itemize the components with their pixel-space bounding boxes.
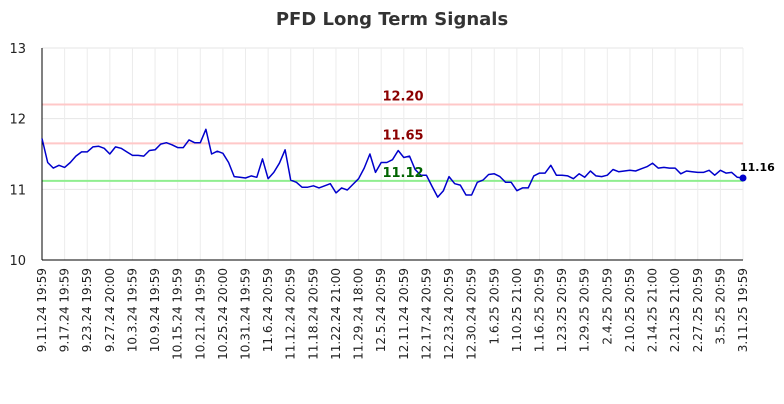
- chart-title: PFD Long Term Signals: [276, 9, 508, 30]
- x-tick-label: 12.11.24 20:59: [397, 268, 411, 360]
- x-tick-label: 9.11.24 19:59: [35, 268, 49, 352]
- x-tick-label: 11.18.24 20:59: [306, 268, 320, 360]
- x-tick-label: 9.27.24 20:00: [103, 268, 117, 352]
- x-tick-label: 10.31.24 19:59: [239, 268, 253, 360]
- x-tick-label: 1.6.25 20:59: [487, 268, 501, 345]
- y-tick-label: 11: [9, 183, 26, 198]
- signal-level-label: 11.65: [382, 128, 423, 143]
- x-tick-label: 2.27.25 20:59: [691, 268, 705, 352]
- x-tick-label: 3.11.25 19:59: [736, 268, 750, 352]
- last-value-marker: [739, 174, 747, 182]
- x-tick-label: 11.22.24 21:00: [329, 268, 343, 360]
- x-tick-label: 10.3.24 19:59: [125, 268, 139, 352]
- x-tick-label: 1.23.25 20:59: [555, 268, 569, 352]
- x-tick-label: 2.14.25 21:00: [646, 268, 660, 352]
- last-value-label: 11.16: [740, 161, 775, 174]
- x-tick-label: 10.15.24 19:59: [171, 268, 185, 360]
- x-tick-label: 12.23.24 20:59: [442, 268, 456, 360]
- x-tick-label: 1.29.25 20:59: [578, 268, 592, 352]
- x-tick-label: 11.6.24 20:59: [261, 268, 275, 352]
- price-series: [41, 128, 747, 198]
- labels: 12.20 11.65 11.12 11.16: [382, 90, 775, 181]
- x-tick-label: 2.4.25 20:59: [600, 268, 614, 345]
- x-tick-label: 2.10.25 20:59: [623, 268, 637, 352]
- axes: 10 11 12 13 9.11.24 19:59 9.17.24 19:59 9.23.2…: [9, 42, 750, 360]
- x-tick-label: 1.10.25 21:00: [510, 268, 524, 352]
- x-tick-label: 11.12.24 20:59: [284, 268, 298, 360]
- price-line: [41, 128, 744, 198]
- x-tick-label: 9.17.24 19:59: [58, 268, 72, 352]
- grid: [41, 47, 744, 261]
- x-tick-label: 1.16.25 20:59: [532, 268, 546, 352]
- signal-level-label: 11.12: [382, 166, 423, 181]
- x-tick-label: 2.21.25 21:00: [668, 268, 682, 352]
- y-tick-label: 13: [9, 42, 26, 57]
- signal-levels: [42, 103, 743, 182]
- x-tick-label: 10.25.24 20:00: [216, 268, 230, 360]
- x-tick-label: 12.17.24 20:59: [419, 268, 433, 360]
- x-tick-label: 9.23.24 19:59: [80, 268, 94, 352]
- x-tick-label: 10.9.24 19:59: [148, 268, 162, 352]
- x-tick-label: 10.21.24 19:59: [193, 268, 207, 360]
- signal-level-label: 12.20: [382, 90, 423, 105]
- y-tick-label: 12: [9, 113, 26, 128]
- x-tick-label: 3.5.25 20:59: [713, 268, 727, 345]
- x-tick-label: 12.5.24 20:59: [374, 268, 388, 352]
- x-tick-label: 12.30.24 20:59: [465, 268, 479, 360]
- x-tick-label: 11.29.24 18:00: [352, 268, 366, 360]
- y-tick-label: 10: [9, 254, 26, 269]
